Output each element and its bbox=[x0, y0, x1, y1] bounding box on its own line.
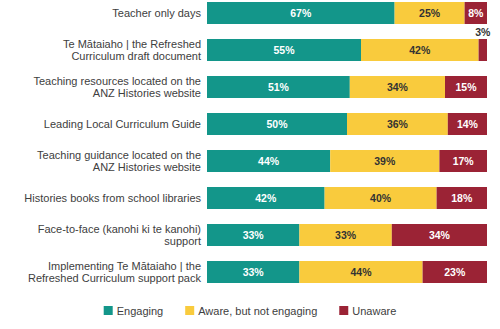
legend: Engaging Aware, but not engaging Unaware bbox=[104, 305, 397, 317]
category-label: Face-to-face (kanohi ki te kanohi)suppor… bbox=[38, 223, 201, 248]
bar-segment bbox=[207, 2, 395, 24]
chart: 67% 25% 8% 55% 42% 3% 51% 34% 15% 50% 36% 14% 44% 39%… bbox=[0, 0, 500, 329]
bar-segment bbox=[207, 187, 325, 209]
legend-item: Engaging bbox=[104, 305, 164, 317]
category-label: Implementing Te Mātaiaho | theRefreshed … bbox=[28, 260, 202, 285]
bar-segment bbox=[207, 261, 299, 283]
data-label: 8% bbox=[468, 7, 484, 19]
data-label: 18% bbox=[451, 192, 473, 204]
bar-segment bbox=[350, 76, 445, 98]
legend-swatch bbox=[339, 306, 348, 315]
data-labels: 67% 25% 8% 55% 42% 3% 51% 34% 15% 50% 36% 14% 44% 39%… bbox=[243, 7, 491, 278]
legend-label: Aware, but not engaging bbox=[198, 305, 317, 317]
legend-label: Engaging bbox=[117, 305, 164, 317]
data-label: 33% bbox=[243, 266, 265, 278]
data-label: 44% bbox=[350, 266, 372, 278]
legend-item: Unaware bbox=[339, 305, 396, 317]
bar-segment bbox=[439, 150, 487, 172]
bar-segment bbox=[448, 113, 487, 135]
category-label: Leading Local Curriculum Guide bbox=[44, 118, 201, 130]
data-label: 23% bbox=[444, 266, 466, 278]
bar-segment bbox=[299, 261, 422, 283]
bar-segment bbox=[445, 76, 487, 98]
data-label: 33% bbox=[243, 229, 265, 241]
data-label: 67% bbox=[290, 7, 312, 19]
bar-segment bbox=[347, 113, 448, 135]
data-label: 33% bbox=[335, 229, 357, 241]
data-label: 44% bbox=[258, 155, 280, 167]
data-label: 3% bbox=[475, 26, 491, 38]
bar-segment bbox=[207, 113, 347, 135]
data-label: 34% bbox=[387, 81, 409, 93]
data-label: 15% bbox=[455, 81, 477, 93]
category-labels: Teacher only days Te Mātaiaho | the Refre… bbox=[24, 7, 201, 284]
data-label: 40% bbox=[370, 192, 392, 204]
bar-segment bbox=[207, 39, 361, 61]
data-label: 50% bbox=[266, 118, 288, 130]
data-label: 39% bbox=[374, 155, 396, 167]
category-label: Teacher only days bbox=[112, 7, 201, 19]
bar-segment bbox=[392, 224, 487, 246]
bar-segment bbox=[207, 224, 299, 246]
bar-segment bbox=[423, 261, 487, 283]
category-label: Teaching guidance located on theANZ Hist… bbox=[37, 149, 201, 174]
legend-swatch bbox=[185, 306, 194, 315]
bar-segment bbox=[325, 187, 437, 209]
bar-segment bbox=[465, 2, 487, 24]
bar-segment bbox=[207, 76, 350, 98]
data-label: 17% bbox=[453, 155, 475, 167]
category-label: Histories books from school libraries bbox=[24, 192, 201, 204]
data-label: 34% bbox=[429, 229, 451, 241]
bar-segment bbox=[437, 187, 487, 209]
data-label: 14% bbox=[457, 118, 479, 130]
legend-swatch bbox=[104, 306, 113, 315]
bar-segment bbox=[207, 150, 330, 172]
data-label: 42% bbox=[255, 192, 277, 204]
data-label: 25% bbox=[419, 7, 441, 19]
legend-item: Aware, but not engaging bbox=[185, 305, 317, 317]
category-label: Te Mātaiaho | the RefreshedCurriculum dr… bbox=[63, 38, 201, 63]
data-label: 51% bbox=[268, 81, 290, 93]
data-label: 42% bbox=[409, 44, 431, 56]
category-label: Teaching resources located on theANZ His… bbox=[33, 75, 201, 100]
bar-segment bbox=[361, 39, 479, 61]
bar-segment bbox=[299, 224, 391, 246]
bar-segment bbox=[395, 2, 465, 24]
bar-segment bbox=[479, 39, 487, 61]
data-label: 36% bbox=[387, 118, 409, 130]
bars bbox=[207, 2, 487, 283]
legend-label: Unaware bbox=[352, 305, 396, 317]
bar-segment bbox=[330, 150, 439, 172]
data-label: 55% bbox=[273, 44, 295, 56]
